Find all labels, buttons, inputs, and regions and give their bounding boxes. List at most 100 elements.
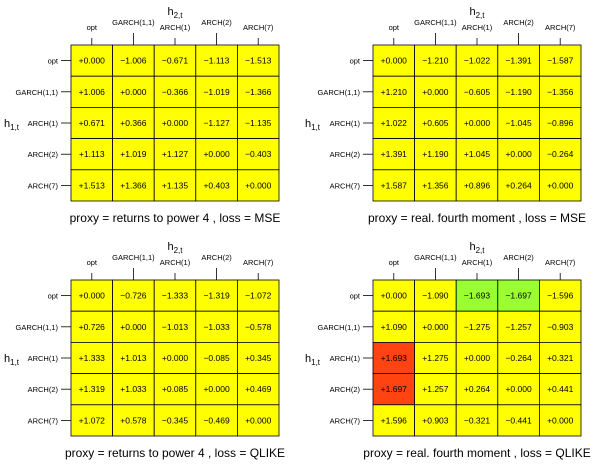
heatmap-cell	[539, 310, 582, 343]
heatmap-cell	[455, 404, 499, 437]
row-tick-label: GARCH(1,1)	[317, 323, 360, 332]
cell-value-label: −0.726	[120, 291, 147, 301]
heatmap-cell	[153, 75, 197, 108]
heatmap-cell	[236, 341, 280, 374]
column-tick-label: ARCH(2)	[503, 253, 534, 262]
heatmap-cell	[455, 75, 499, 108]
cell-value-label: +1.072	[79, 415, 106, 425]
heatmap-cell	[112, 44, 155, 77]
cell-value-label: +1.127	[162, 149, 189, 159]
cell-value-label: +0.000	[79, 56, 106, 66]
cell-value-label: +1.587	[381, 180, 408, 190]
heatmap-cell	[153, 341, 197, 374]
cell-value-label: +0.000	[505, 384, 532, 394]
cell-value-label: +1.045	[464, 149, 491, 159]
heatmap-cell	[372, 373, 415, 406]
cell-value-label: +0.896	[464, 180, 491, 190]
heatmap-cell	[153, 373, 197, 406]
x-axis-label-main: h	[469, 241, 475, 253]
heatmap-cell	[414, 341, 457, 374]
heatmap-cell	[195, 169, 238, 202]
cell-value-label: −1.127	[203, 118, 230, 128]
heatmap-cell	[112, 310, 155, 343]
heatmap-cell	[153, 138, 197, 171]
heatmap-cell	[539, 107, 582, 140]
cell-value-label: −0.321	[464, 415, 491, 425]
heatmap-cell	[236, 404, 280, 437]
cell-value-label: −1.072	[245, 291, 272, 301]
column-tick-label: GARCH(1,1)	[112, 253, 155, 262]
cell-value-label: +0.321	[547, 353, 574, 363]
heatmap-cell	[153, 169, 197, 202]
cell-value-label: −1.045	[505, 118, 532, 128]
column-tick-label: opt	[87, 258, 98, 267]
heatmap-cell	[539, 75, 582, 108]
heatmap-cell	[112, 404, 155, 437]
cell-value-label: +1.006	[79, 87, 106, 97]
cell-value-label: +1.113	[79, 149, 105, 159]
cell-value-label: −0.366	[162, 87, 189, 97]
cell-value-label: −1.090	[422, 291, 449, 301]
row-tick-label: ARCH(7)	[330, 181, 361, 190]
row-tick-label: ARCH(1)	[330, 119, 361, 128]
column-tick-label: ARCH(2)	[201, 18, 232, 27]
cell-value-label: +0.578	[120, 415, 147, 425]
row-tick-label: ARCH(7)	[28, 416, 59, 425]
cell-value-label: +0.605	[422, 118, 449, 128]
x-axis-label: h2,t	[469, 241, 485, 255]
cell-value-label: −1.113	[204, 56, 230, 66]
x-axis-label-sub: 2,t	[174, 246, 184, 255]
cell-value-label: +0.726	[79, 322, 106, 332]
cell-value-label: −0.469	[203, 415, 230, 425]
y-axis-label-main: h	[305, 118, 311, 130]
heatmap-cell	[195, 373, 238, 406]
cell-value-label: +0.000	[547, 415, 574, 425]
cell-value-label: −1.693	[464, 291, 491, 301]
row-tick-label: ARCH(1)	[330, 354, 361, 363]
cell-value-label: +0.903	[422, 415, 449, 425]
cell-value-label: −0.671	[162, 56, 189, 66]
cell-value-label: +1.022	[381, 118, 408, 128]
cell-value-label: +0.345	[245, 353, 272, 363]
row-tick-label: ARCH(1)	[28, 354, 59, 363]
cell-value-label: −0.264	[547, 149, 574, 159]
cell-value-label: +0.000	[203, 384, 230, 394]
column-tick-label: ARCH(7)	[545, 23, 576, 32]
heatmap-cell	[414, 310, 457, 343]
heatmap-cell	[372, 75, 415, 108]
row-tick-label: opt	[350, 57, 361, 66]
heatmap-cell	[236, 107, 280, 140]
x-axis-label-main: h	[167, 6, 173, 18]
heatmap-cell	[372, 169, 415, 202]
heatmap-cell	[372, 107, 415, 140]
cell-value-label: +1.356	[422, 180, 449, 190]
cell-value-label: −1.210	[422, 56, 449, 66]
cell-value-label: +0.000	[79, 291, 106, 301]
chart-title: proxy = returns to power 4 , loss = QLIK…	[65, 446, 285, 460]
cell-value-label: +1.513	[79, 180, 106, 190]
y-axis-label-sub: 1,t	[311, 358, 321, 367]
row-tick-label: opt	[48, 57, 59, 66]
cell-value-label: +0.264	[505, 180, 532, 190]
heatmap-cell	[70, 341, 113, 374]
row-tick-label: ARCH(2)	[330, 150, 361, 159]
cell-value-label: +1.033	[120, 384, 147, 394]
cell-value-label: +0.469	[245, 384, 272, 394]
y-axis-label-sub: 1,t	[10, 123, 20, 132]
cell-value-label: +0.366	[120, 118, 147, 128]
cell-value-label: +1.135	[162, 180, 189, 190]
heatmap-cell	[236, 310, 280, 343]
cell-value-label: +1.697	[381, 384, 408, 394]
cell-value-label: +0.000	[464, 118, 491, 128]
x-axis-label: h2,t	[469, 6, 485, 20]
heatmap-cell	[112, 107, 155, 140]
heatmap-cell	[497, 310, 540, 343]
cell-value-label: +1.019	[120, 149, 147, 159]
cell-value-label: +1.190	[422, 149, 449, 159]
chart-panel-3: h2,th1,t+0.000 −0.726 −1.333 −1.319 −1.072+0…	[4, 241, 285, 460]
cell-value-label: +0.000	[245, 415, 272, 425]
heatmap-cell	[455, 373, 499, 406]
y-axis-label: h1,t	[305, 353, 321, 367]
cell-value-label: −1.135	[245, 118, 272, 128]
cell-value-label: −1.587	[547, 56, 574, 66]
